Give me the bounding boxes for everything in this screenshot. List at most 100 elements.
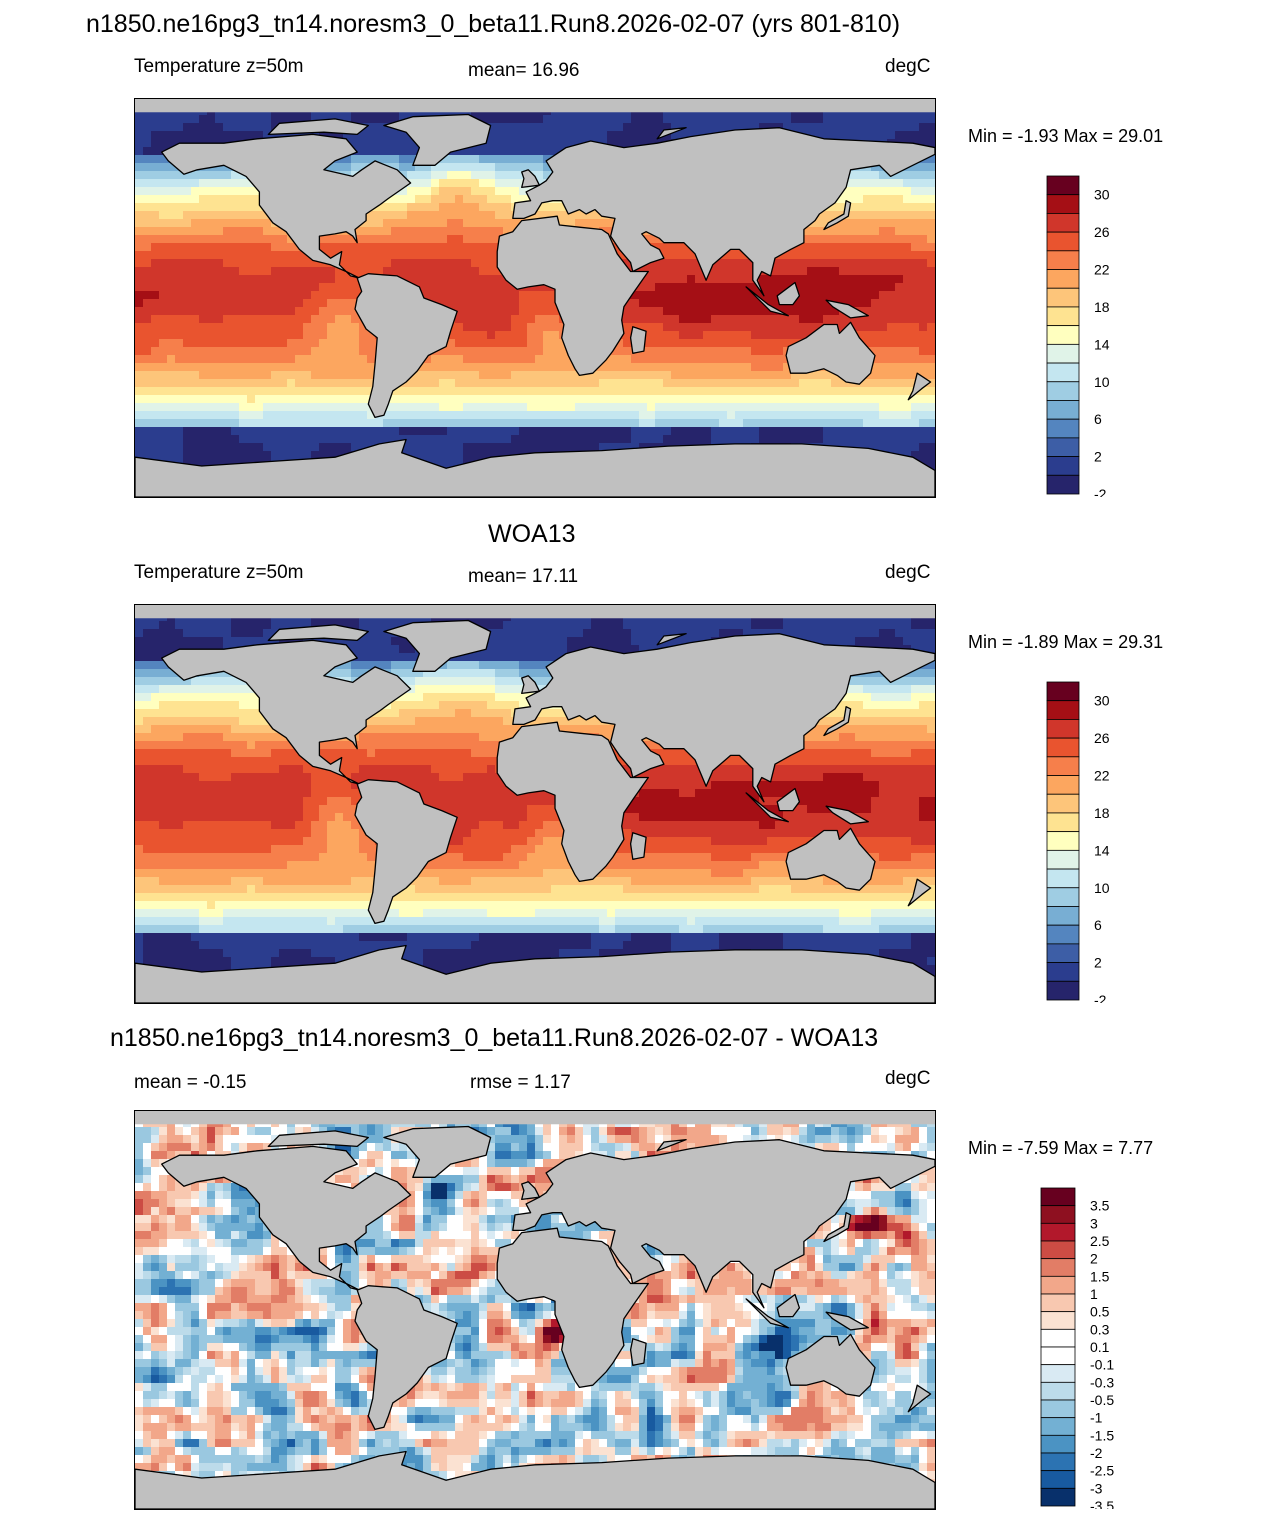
colorbar-swatch — [1046, 213, 1080, 233]
colorbar-tick-label: -0.1 — [1090, 1357, 1114, 1373]
colorbar-swatch — [1040, 1434, 1076, 1454]
colorbar-swatch — [1046, 924, 1080, 945]
colorbar-swatch — [1046, 831, 1080, 851]
colorbar-tick-label: 26 — [1094, 730, 1110, 746]
land-masses — [135, 1125, 935, 1509]
colorbar-tick-label: -3 — [1090, 1480, 1103, 1496]
colorbar-swatch — [1040, 1222, 1076, 1242]
colorbar-tick-label: -2 — [1090, 1445, 1103, 1461]
colorbar-swatch — [1046, 437, 1080, 457]
colorbar-swatch — [1046, 287, 1080, 308]
panel-3-units: degC — [885, 1068, 931, 1089]
land-masses — [135, 619, 935, 1003]
colorbar-tick-label: 3 — [1090, 1215, 1098, 1231]
panel-2-map-plot — [135, 605, 935, 1003]
colorbar-swatch — [1046, 343, 1080, 364]
colorbar-tick-label: -2 — [1094, 486, 1107, 497]
colorbar-swatch — [1046, 474, 1080, 495]
colorbar-tick-label: -2 — [1094, 992, 1107, 1003]
colorbar-swatch — [1046, 962, 1080, 982]
panel-2-units: degC — [885, 562, 931, 583]
colorbar-tick-label: 0.5 — [1090, 1304, 1110, 1320]
colorbar-swatch — [1040, 1275, 1076, 1295]
colorbar-swatch — [1046, 868, 1080, 889]
panel-1-colorbar: 30 26 22 18 14 10 6 2 -2 — [1046, 175, 1156, 502]
colorbar-tick-label: 10 — [1094, 880, 1110, 896]
land-masses — [135, 113, 935, 497]
colorbar-tick-label: 30 — [1094, 187, 1110, 203]
colorbar-tick-label: 1.5 — [1090, 1268, 1110, 1284]
colorbar-swatch — [1040, 1417, 1076, 1436]
colorbar-swatch — [1046, 362, 1080, 383]
panel-1-mean-label: mean= 16.96 — [468, 60, 580, 81]
colorbar-swatch — [1046, 775, 1080, 795]
colorbar-tick-label: 6 — [1094, 917, 1102, 933]
colorbar-swatch — [1046, 456, 1080, 476]
colorbar-tick-label: 30 — [1094, 693, 1110, 709]
colorbar-svg: 3.53 2.5 21.5 1 0.50.3 0.1 -0.1-0.3 -0.5 -1-1.5 -… — [1040, 1187, 1114, 1514]
colorbar-tick-label: 18 — [1094, 805, 1110, 821]
panel-3-colorbar: 3.5 3 2.5 2 1.5 1 0.5 0.3 0.1 -0.1 -0.3 -0.5 -1 -1.5 -… — [1040, 1187, 1150, 1514]
colorbar-swatch — [1046, 681, 1080, 702]
colorbar-tick-label: -2.5 — [1090, 1463, 1114, 1479]
colorbar-tick-label: -1.5 — [1090, 1427, 1114, 1443]
colorbar-swatch — [1046, 943, 1080, 963]
colorbar-swatch — [1040, 1346, 1076, 1366]
colorbar-tick-label: 18 — [1094, 299, 1110, 315]
colorbar-swatch — [1046, 719, 1080, 739]
colorbar-swatch — [1040, 1328, 1076, 1348]
colorbar-tick-label: 2 — [1090, 1251, 1098, 1267]
colorbar-swatch — [1046, 737, 1080, 758]
panel-1-minmax: Min = -1.93 Max = 29.01 — [968, 126, 1164, 146]
colorbar-swatch — [1040, 1311, 1076, 1330]
colorbar-swatch — [1040, 1381, 1076, 1401]
colorbar-swatch — [1046, 231, 1080, 252]
colorbar-swatch — [1046, 756, 1080, 776]
colorbar-tick-label: 14 — [1094, 336, 1110, 352]
colorbar-svg: 30 26 22 18 14 10 6 2 -2 — [1046, 681, 1110, 1008]
colorbar-swatch — [1046, 849, 1080, 870]
panel-1-map — [134, 98, 936, 498]
panel-3-mean-label: mean = -0.15 — [134, 1072, 247, 1093]
colorbar-swatch — [1046, 793, 1080, 814]
arctic-mask — [135, 1111, 935, 1125]
colorbar-swatch — [1046, 887, 1080, 907]
colorbar-swatch — [1046, 175, 1080, 196]
colorbar-tick-label: 3.5 — [1090, 1198, 1110, 1214]
colorbar-swatch — [1046, 194, 1080, 214]
colorbar-tick-label: -1 — [1090, 1410, 1103, 1426]
colorbar-swatch — [1046, 980, 1080, 1001]
colorbar-tick-label: 22 — [1094, 768, 1110, 784]
colorbar-tick-label: -0.5 — [1090, 1392, 1114, 1408]
colorbar-swatch — [1046, 400, 1080, 420]
colorbar-tick-label: -0.3 — [1090, 1374, 1114, 1390]
panel-1-left-label: Temperature z=50m — [134, 56, 304, 77]
colorbar-tick-label: 22 — [1094, 262, 1110, 278]
colorbar-tick-label: 6 — [1094, 411, 1102, 427]
colorbar-swatch — [1040, 1470, 1076, 1489]
panel-2-mean-label: mean= 17.11 — [468, 566, 579, 587]
colorbar-tick-label: 0.1 — [1090, 1339, 1110, 1355]
colorbar-swatch — [1046, 269, 1080, 289]
colorbar-swatch — [1040, 1240, 1076, 1260]
colorbar-swatch — [1040, 1293, 1076, 1313]
colorbar-tick-label: 0.3 — [1090, 1321, 1110, 1337]
panel-2-map — [134, 604, 936, 1004]
colorbar-tick-label: 2 — [1094, 449, 1102, 465]
panel-2-title: WOA13 — [488, 520, 576, 548]
arctic-mask — [135, 605, 935, 619]
panel-3-map-plot — [135, 1111, 935, 1509]
page-title: n1850.ne16pg3_tn14.noresm3_0_beta11.Run8… — [86, 10, 901, 38]
colorbar-tick-label: 1 — [1090, 1286, 1098, 1302]
panel-2-colorbar: 30 26 22 18 14 10 6 2 -2 — [1046, 681, 1156, 1008]
colorbar-swatch — [1040, 1187, 1076, 1207]
panel-3-minmax: Min = -7.59 Max = 7.77 — [968, 1138, 1154, 1158]
colorbar-tick-label: -3.5 — [1090, 1498, 1114, 1509]
colorbar-swatch — [1040, 1399, 1076, 1419]
panel-1-map-plot — [135, 99, 935, 497]
colorbar-tick-label: 10 — [1094, 374, 1110, 390]
colorbar-svg: 30 26 22 18 14 10 6 2 -2 — [1046, 175, 1110, 502]
colorbar-tick-label: 2 — [1094, 955, 1102, 971]
colorbar-tick-label: 2.5 — [1090, 1233, 1110, 1249]
colorbar-swatch — [1046, 381, 1080, 401]
